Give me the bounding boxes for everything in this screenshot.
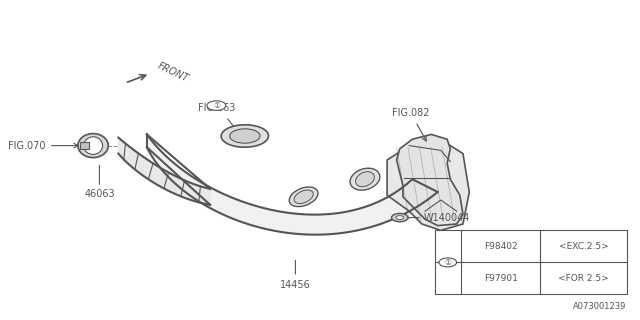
Text: F98402: F98402: [484, 242, 517, 251]
Text: <EXC.2.5>: <EXC.2.5>: [559, 242, 609, 251]
Ellipse shape: [294, 190, 313, 204]
Bar: [81, 142, 89, 149]
Text: 46063: 46063: [84, 189, 115, 199]
Circle shape: [439, 258, 457, 267]
Text: FIG.063: FIG.063: [198, 103, 235, 113]
Polygon shape: [118, 138, 210, 205]
Ellipse shape: [221, 125, 269, 147]
Ellipse shape: [356, 172, 374, 187]
Text: FRONT: FRONT: [156, 60, 191, 84]
Text: ①: ①: [213, 101, 220, 110]
Ellipse shape: [289, 187, 318, 207]
Bar: [435, 230, 627, 294]
Circle shape: [396, 216, 404, 220]
Ellipse shape: [350, 168, 380, 190]
Text: ①: ①: [444, 258, 451, 267]
Text: W140044: W140044: [424, 212, 470, 223]
Ellipse shape: [84, 137, 102, 155]
Text: FIG.082: FIG.082: [392, 108, 430, 118]
Polygon shape: [147, 134, 438, 235]
Text: FIG.070: FIG.070: [8, 140, 45, 151]
Text: F97901: F97901: [484, 274, 518, 283]
Polygon shape: [397, 134, 463, 226]
Text: <FOR 2.5>: <FOR 2.5>: [558, 274, 609, 283]
Text: 14456: 14456: [280, 280, 311, 290]
Text: A073001239: A073001239: [573, 302, 626, 311]
Circle shape: [207, 101, 226, 110]
Ellipse shape: [230, 129, 260, 143]
Ellipse shape: [78, 134, 108, 158]
Polygon shape: [387, 138, 469, 230]
Circle shape: [392, 213, 408, 222]
